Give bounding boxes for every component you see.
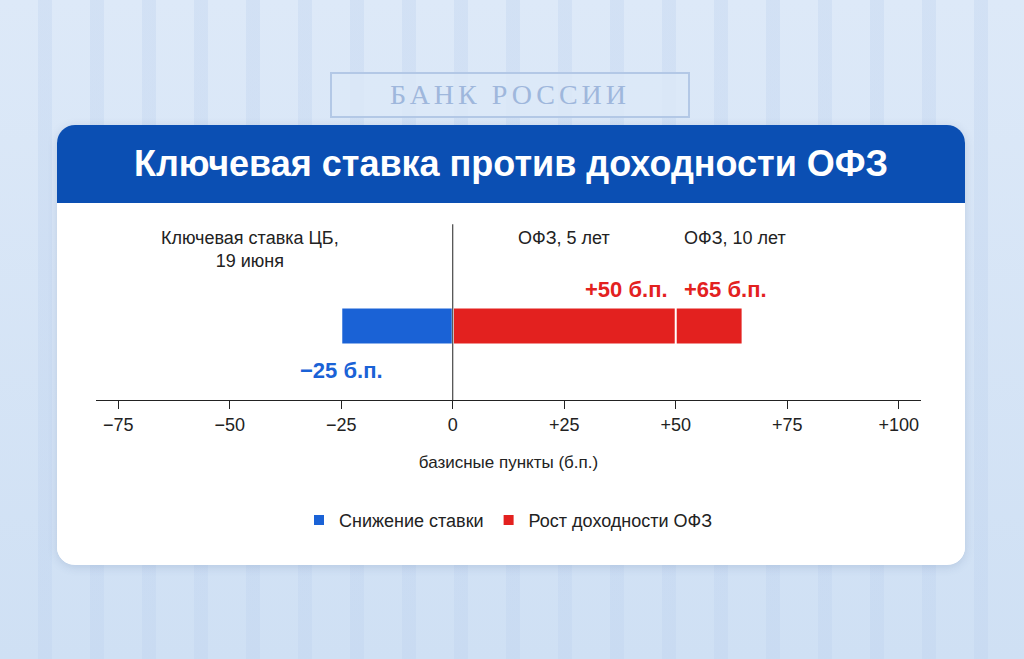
- svg-text:0: 0: [448, 415, 458, 435]
- svg-text:−50: −50: [215, 415, 246, 435]
- svg-text:+50: +50: [660, 415, 691, 435]
- svg-text:ОФЗ, 10 лет: ОФЗ, 10 лет: [684, 228, 786, 248]
- svg-text:базисные пункты (б.п.): базисные пункты (б.п.): [419, 453, 598, 472]
- html-text:БАНК РОССИИ: БАНК РОССИИ: [389, 79, 630, 110]
- html-text:Ключевая ставка против доходно: Ключевая ставка против доходности ОФЗ: [133, 143, 889, 184]
- svg-text:Рост доходности ОФЗ: Рост доходности ОФЗ: [529, 511, 713, 531]
- svg-text:−25: −25: [326, 415, 357, 435]
- svg-text:+50 б.п.: +50 б.п.: [585, 277, 668, 302]
- svg-text:Снижение ставки: Снижение ставки: [339, 511, 484, 531]
- svg-text:ОФЗ, 5 лет: ОФЗ, 5 лет: [518, 228, 610, 248]
- svg-text:−75: −75: [103, 415, 134, 435]
- svg-text:+25: +25: [549, 415, 580, 435]
- svg-text:+100: +100: [878, 415, 919, 435]
- svg-text:+65 б.п.: +65 б.п.: [684, 277, 767, 302]
- svg-text:Ключевая ставка ЦБ,19 июня: Ключевая ставка ЦБ,19 июня: [161, 228, 339, 271]
- svg-text:+75: +75: [772, 415, 803, 435]
- svg-text:−25 б.п.: −25 б.п.: [300, 358, 383, 383]
